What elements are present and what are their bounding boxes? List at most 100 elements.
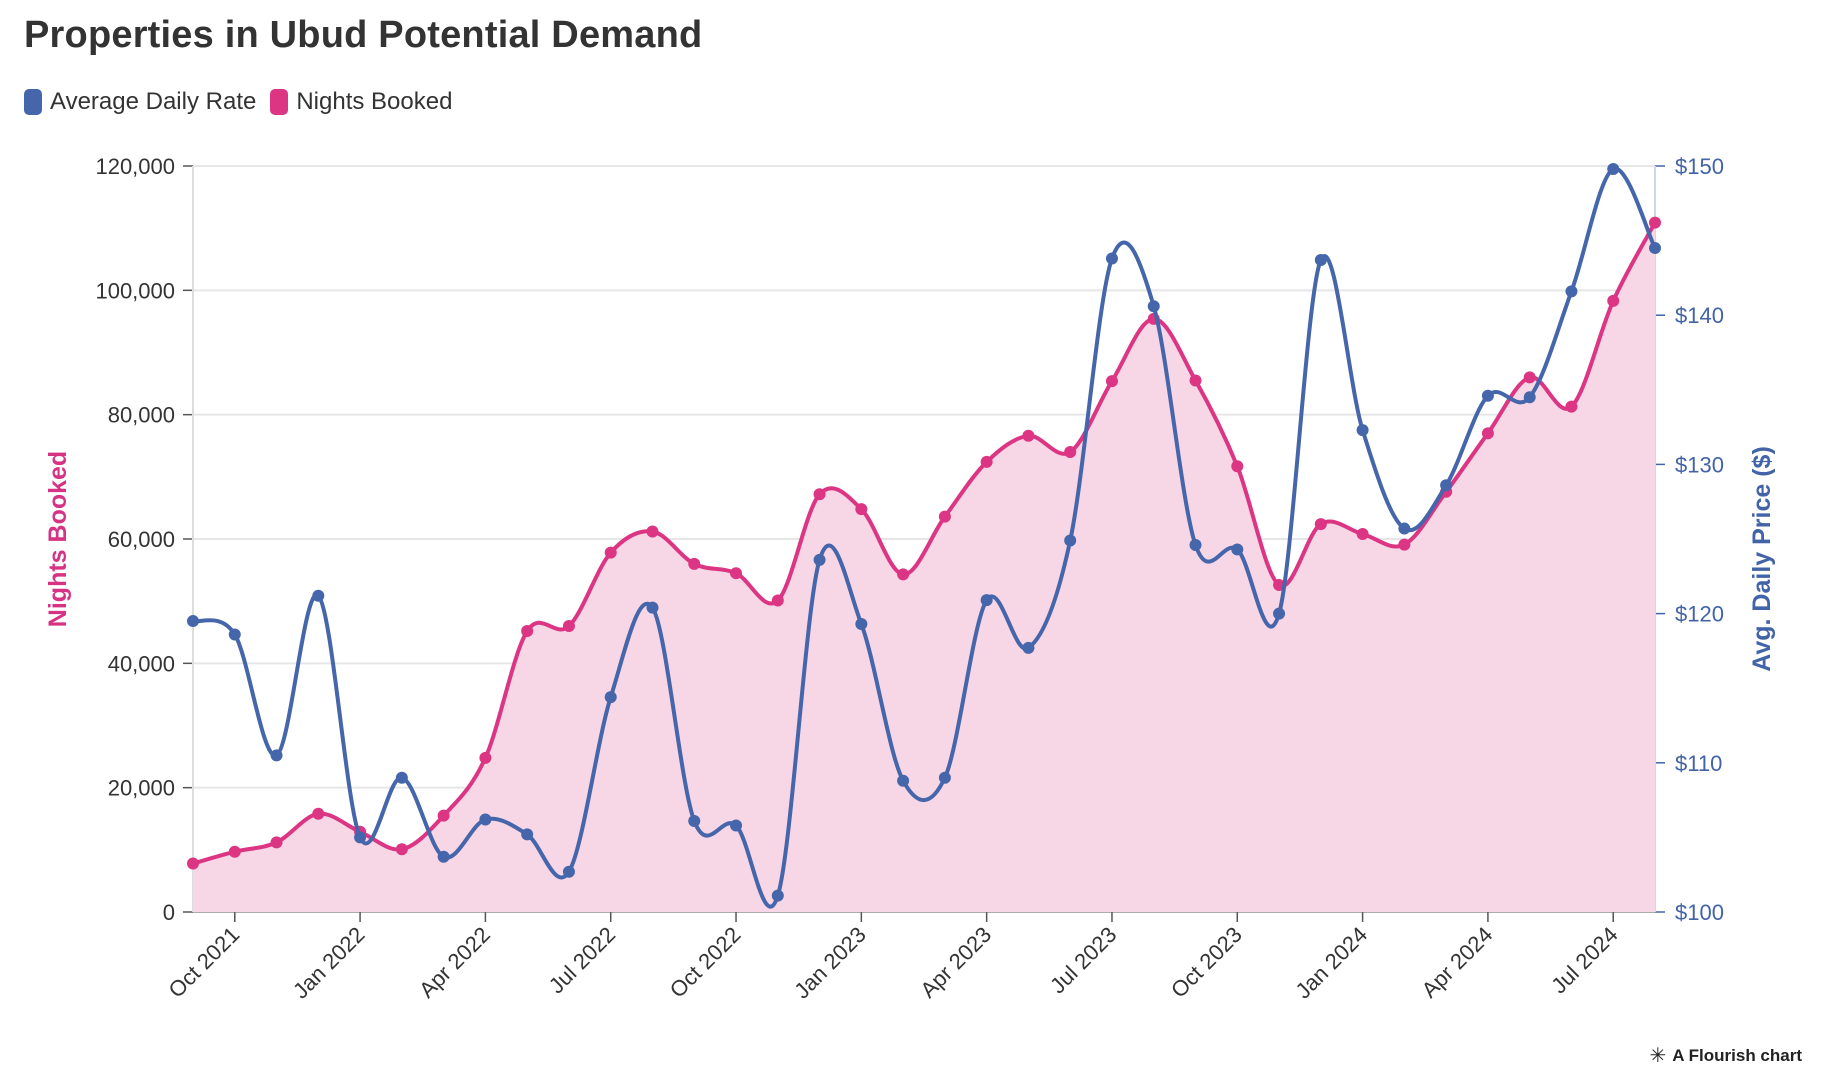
average-daily-rate-point [897,774,910,787]
right-tick-label: $130 [1675,452,1724,477]
average-daily-rate-point [1231,543,1244,556]
average-daily-rate-point [479,813,492,826]
average-daily-rate-point [521,828,534,841]
right-tick-label: $110 [1675,751,1722,776]
average-daily-rate-point [1481,389,1494,402]
legend-swatch-average-daily-rate [24,89,42,115]
average-daily-rate-point [938,771,951,784]
average-daily-rate-point [562,865,575,878]
average-daily-rate-point [1064,534,1077,547]
series-average-daily-rate [187,162,1661,909]
chart-title: Properties in Ubud Potential Demand [24,14,703,56]
nights-booked-point [1523,371,1536,384]
x-tick-label: Jul 2022 [544,922,621,999]
nights-booked-point [562,620,575,633]
nights-booked-point [646,525,659,538]
left-tick-label: 20,000 [108,776,175,801]
average-daily-rate-point [354,831,367,844]
nights-booked-point [938,510,951,523]
series-nights-booked [187,216,1661,870]
nights-booked-point [1064,445,1077,458]
right-tick-label: $120 [1675,602,1724,627]
nights-booked-point [479,751,492,764]
average-daily-rate-point [1105,252,1118,265]
nights-booked-point [521,625,534,638]
nights-booked-point [604,546,617,559]
flourish-credit[interactable]: ✳ A Flourish chart [1650,1046,1802,1066]
average-daily-rate-point [813,553,826,566]
average-daily-rate-point [1440,479,1453,492]
left-tick-label: 60,000 [108,527,175,552]
x-tick-label: Jan 2023 [789,922,871,1004]
legend-item-nights-booked[interactable]: Nights Booked [270,88,452,116]
nights-booked-point [1649,216,1661,229]
average-daily-rate-point [1356,424,1369,437]
left-tick-label: 0 [163,900,175,925]
average-daily-rate-point [312,589,325,602]
average-daily-rate-point [1607,162,1620,175]
average-daily-rate-point [1147,300,1160,313]
nights-booked-point [730,567,743,580]
right-tick-label: $140 [1675,303,1724,328]
legend-label-nights-booked: Nights Booked [296,88,453,115]
nights-booked-point [1314,518,1327,531]
nights-booked-point [1356,528,1369,541]
nights-booked-point [270,836,283,849]
right-tick-label: $100 [1675,900,1724,925]
average-daily-rate-point [187,615,199,628]
average-daily-rate-point [395,771,408,784]
nights-booked-point [1231,460,1244,473]
nights-booked-point [1022,429,1035,442]
left-tick-label: 120,000 [95,154,175,179]
average-daily-rate-point [228,628,241,641]
right-axis-title: Avg. Daily Price ($) [1748,446,1776,672]
average-daily-rate-point [980,594,993,607]
legend-label-average-daily-rate: Average Daily Rate [50,88,257,115]
average-daily-rate-point [771,889,784,902]
average-daily-rate-point [1565,285,1578,298]
legend-swatch-nights-booked [270,89,289,115]
left-tick-label: 40,000 [108,651,175,676]
x-tick-label: Oct 2022 [665,922,746,1003]
average-daily-rate-point [855,618,868,631]
flourish-asterisk-icon: ✳ [1649,1045,1667,1067]
right-tick-label: $150 [1675,154,1724,179]
average-daily-rate-point [688,814,701,827]
x-tick-label: Oct 2023 [1166,922,1247,1003]
nights-booked-point [312,807,325,820]
left-tick-label: 80,000 [108,403,175,428]
average-daily-rate-point [1022,641,1035,654]
nights-booked-area [193,222,1655,913]
nights-booked-point [771,594,784,607]
average-daily-rate-point [1398,522,1411,535]
average-daily-rate-point [1273,607,1286,620]
legend-item-average-daily-rate[interactable]: Average Daily Rate [24,88,256,116]
average-daily-rate-point [646,601,659,614]
average-daily-rate-point [730,819,743,832]
nights-booked-point [813,488,826,501]
average-daily-rate-point [270,749,283,762]
x-tick-label: Jul 2023 [1045,922,1122,999]
x-tick-label: Jan 2022 [288,922,370,1004]
left-tick-label: 100,000 [95,278,175,303]
x-tick-label: Apr 2022 [414,922,495,1003]
x-tick-label: Jan 2024 [1290,922,1372,1004]
left-axis-title: Nights Booked [44,451,72,627]
nights-booked-point [855,503,868,516]
x-tick-label: Apr 2024 [1417,922,1498,1003]
nights-booked-point [980,455,993,468]
x-tick-label: Apr 2023 [915,922,996,1003]
credit-text: A Flourish chart [1672,1046,1802,1065]
nights-booked-point [1565,400,1578,413]
nights-booked-point [897,568,910,581]
nights-booked-point [1105,375,1118,388]
nights-booked-point [437,809,450,822]
nights-booked-point [187,857,199,870]
nights-booked-point [1398,538,1411,551]
average-daily-rate-point [1649,242,1661,255]
nights-booked-point [1189,374,1202,387]
x-tick-label: Oct 2021 [163,922,244,1003]
average-daily-rate-point [437,850,450,863]
nights-booked-point [1607,294,1620,307]
